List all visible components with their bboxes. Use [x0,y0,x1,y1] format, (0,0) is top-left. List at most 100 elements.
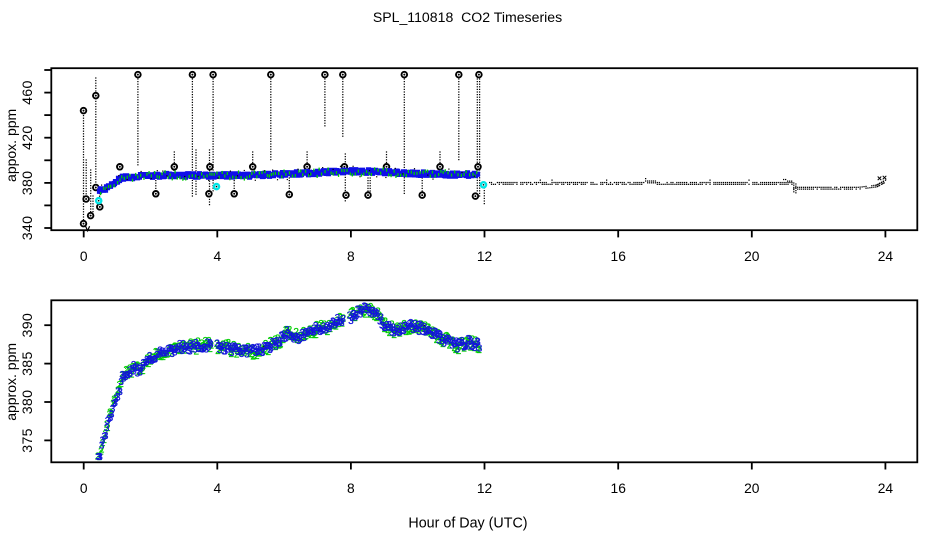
svg-text:2: 2 [370,305,376,316]
svg-text:2: 2 [209,340,215,351]
svg-text:2: 2 [367,309,373,320]
svg-text:2: 2 [228,347,234,358]
svg-text:2: 2 [414,322,420,333]
svg-text:2: 2 [263,346,269,357]
svg-text:2: 2 [107,409,113,420]
svg-text:3: 3 [381,321,387,332]
svg-text:2: 2 [207,344,213,355]
svg-text:2: 2 [156,351,162,362]
svg-text:3: 3 [137,368,143,379]
svg-text:3: 3 [463,341,469,352]
svg-text:2: 2 [366,303,372,314]
svg-text:2: 2 [272,334,278,345]
svg-text:3: 3 [298,330,304,341]
svg-text:3: 3 [357,305,363,316]
svg-text:3: 3 [446,334,452,345]
svg-text:2: 2 [244,346,250,357]
svg-text:2: 2 [297,331,303,342]
svg-text:3: 3 [179,345,185,356]
svg-text:3: 3 [270,337,276,348]
svg-text:2: 2 [125,366,131,377]
svg-text:3: 3 [416,327,422,338]
svg-text:2: 2 [287,325,293,336]
svg-text:2: 2 [448,338,454,349]
svg-text:2: 2 [323,325,329,336]
svg-text:3: 3 [470,341,476,352]
svg-text:3: 3 [272,337,278,348]
svg-text:3: 3 [469,342,475,353]
svg-text:2: 2 [191,342,197,353]
svg-text:3: 3 [299,328,305,339]
svg-text:2: 2 [171,342,177,353]
svg-text:2: 2 [151,353,157,364]
svg-text:2: 2 [282,328,288,339]
svg-text:2: 2 [426,323,432,334]
svg-text:3: 3 [397,327,403,338]
svg-text:3: 3 [334,319,340,330]
svg-text:2: 2 [452,343,458,354]
svg-text:2: 2 [249,349,255,360]
svg-text:2: 2 [138,362,144,373]
svg-text:3: 3 [440,333,446,344]
svg-text:2: 2 [416,325,422,336]
svg-text:3: 3 [265,341,271,352]
svg-text:3: 3 [216,341,222,352]
svg-text:3: 3 [102,431,108,442]
svg-text:3: 3 [401,326,407,337]
svg-text:2: 2 [226,342,232,353]
svg-text:3: 3 [364,305,370,316]
svg-text:3: 3 [306,327,312,338]
svg-text:3: 3 [108,413,114,424]
svg-text:2: 2 [263,339,269,350]
svg-text:3: 3 [336,317,342,328]
svg-text:2: 2 [239,348,245,359]
svg-text:3: 3 [367,308,373,319]
svg-text:3: 3 [329,319,335,330]
svg-text:3: 3 [371,306,377,317]
svg-text:2: 2 [292,333,298,344]
svg-text:3: 3 [335,313,341,324]
svg-text:3: 3 [175,345,181,356]
svg-text:3: 3 [422,322,428,333]
svg-text:2: 2 [352,312,358,323]
svg-text:385: 385 [20,351,36,376]
svg-text:2: 2 [214,339,220,350]
svg-text:2: 2 [418,320,424,331]
svg-text:2: 2 [129,369,135,380]
svg-text:3: 3 [168,343,174,354]
svg-text:3: 3 [153,354,159,365]
svg-text:3: 3 [125,370,131,381]
svg-text:3: 3 [229,348,235,359]
svg-text:12: 12 [477,481,492,496]
svg-text:2: 2 [190,344,196,355]
svg-text:2: 2 [185,341,191,352]
svg-text:2: 2 [301,326,307,337]
svg-text:3: 3 [392,326,398,337]
svg-text:3: 3 [164,349,170,360]
svg-text:2: 2 [420,323,426,334]
svg-text:3: 3 [99,441,105,452]
svg-text:2: 2 [382,317,388,328]
svg-text:3: 3 [152,354,158,365]
svg-text:3: 3 [187,346,193,357]
svg-text:2: 2 [389,320,395,331]
svg-text:3: 3 [385,323,391,334]
svg-text:2: 2 [139,366,145,377]
svg-text:3: 3 [378,313,384,324]
svg-text:2: 2 [447,340,453,351]
svg-text:3: 3 [196,341,202,352]
svg-text:2: 2 [468,342,474,353]
svg-text:3: 3 [268,344,274,355]
svg-text:3: 3 [232,343,238,354]
svg-text:3: 3 [310,327,316,338]
svg-text:2: 2 [103,429,109,440]
svg-text:3: 3 [398,322,404,333]
svg-text:2: 2 [117,380,123,391]
svg-text:Hour of Day (UTC): Hour of Day (UTC) [408,516,527,532]
svg-text:3: 3 [129,364,135,375]
svg-text:3: 3 [113,394,119,405]
svg-text:2: 2 [472,343,478,354]
svg-text:3: 3 [267,345,273,356]
svg-text:3: 3 [246,344,252,355]
svg-text:2: 2 [393,325,399,336]
